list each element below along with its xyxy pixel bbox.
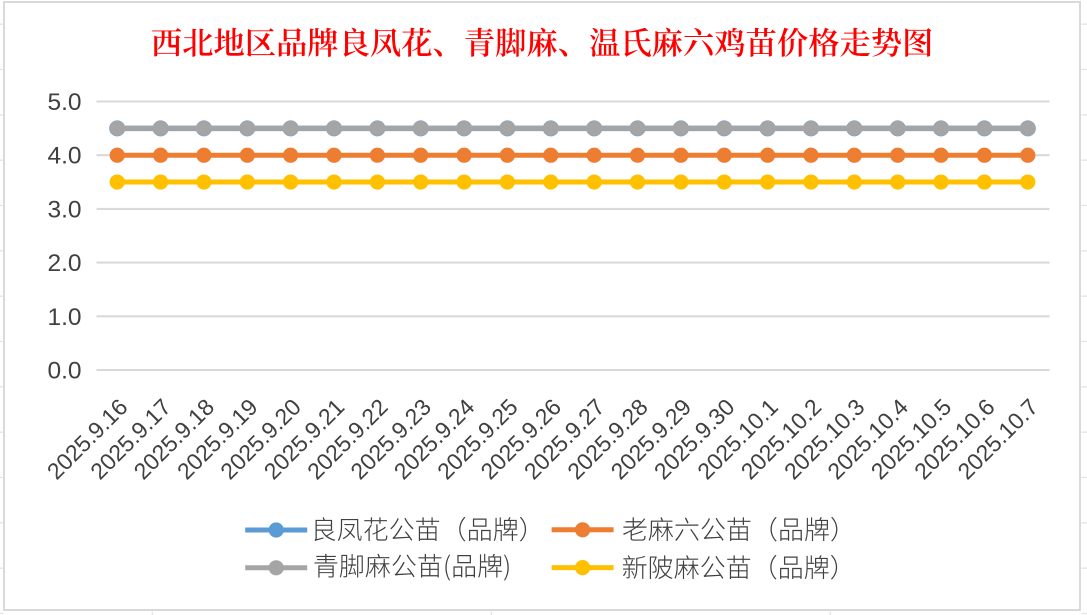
- svg-text:1.0: 1.0: [47, 304, 81, 331]
- svg-text:5.0: 5.0: [47, 89, 81, 116]
- svg-text:4.0: 4.0: [47, 143, 81, 170]
- svg-text:2.0: 2.0: [47, 250, 81, 277]
- svg-text:3.0: 3.0: [47, 196, 81, 223]
- svg-text:0.0: 0.0: [47, 358, 81, 385]
